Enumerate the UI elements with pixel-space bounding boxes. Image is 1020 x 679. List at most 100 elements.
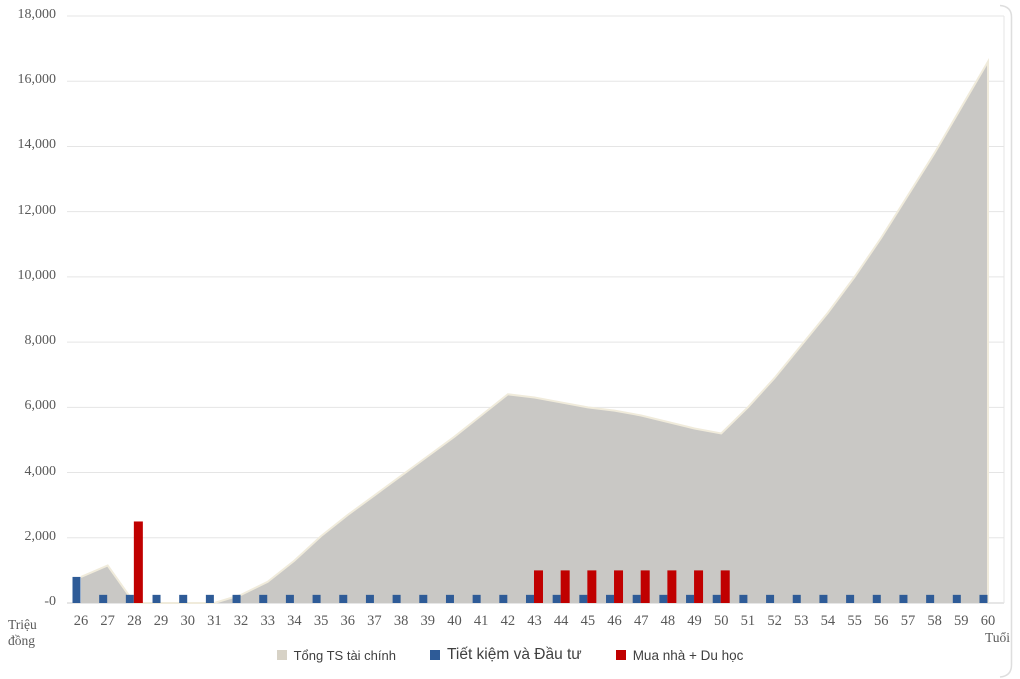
x-axis-tick-label: 44 (553, 613, 569, 629)
purchase-bar[interactable] (587, 570, 597, 603)
savings-bar[interactable] (766, 594, 775, 603)
x-axis-tick-label: 43 (527, 613, 542, 629)
purchase-bar[interactable] (667, 570, 677, 603)
x-axis-tick-label: 60 (980, 613, 996, 629)
purchase-bar[interactable] (694, 570, 704, 603)
y-axis-tick-label: 10,000 (17, 267, 57, 283)
x-axis-tick-label: 51 (740, 613, 756, 629)
y-axis-tick-label: 8,000 (24, 333, 57, 349)
x-axis-tick-label: 49 (687, 613, 702, 629)
legend-item-purchases[interactable]: Mua nhà + Du học (615, 647, 744, 663)
y-axis-tick-label: 18,000 (17, 7, 57, 22)
x-axis-tick-label: 33 (260, 613, 275, 629)
purchase-bar[interactable] (640, 570, 650, 603)
savings-bar[interactable] (312, 594, 321, 603)
x-axis-tick-label: 55 (847, 613, 862, 629)
x-axis-tick-label: 48 (660, 613, 676, 629)
savings-bar[interactable] (686, 594, 695, 603)
x-axis-tick-label: 35 (313, 613, 329, 629)
savings-bar[interactable] (259, 594, 268, 603)
savings-bar[interactable] (499, 594, 508, 603)
savings-bar[interactable] (739, 594, 748, 603)
x-axis-tick-label: 32 (233, 613, 249, 629)
savings-bar[interactable] (606, 594, 615, 603)
purchase-bar[interactable] (533, 570, 543, 603)
y-axis-tick-label: 6,000 (24, 398, 57, 414)
savings-bar[interactable] (392, 594, 401, 603)
x-axis-tick-label: 36 (340, 613, 356, 629)
x-axis-tick-label: 57 (900, 613, 916, 629)
area-series-swatch-icon (276, 650, 287, 660)
savings-bar[interactable] (712, 594, 721, 603)
savings-bar[interactable] (72, 576, 81, 603)
savings-bar[interactable] (419, 594, 428, 603)
x-axis-tick-label: 54 (820, 613, 836, 629)
savings-bar[interactable] (152, 594, 161, 603)
x-axis-tick-label: 59 (954, 613, 969, 629)
savings-bar[interactable] (579, 594, 588, 603)
x-axis-tick-label: 34 (287, 613, 302, 629)
savings-bar[interactable] (205, 594, 214, 603)
savings-bar[interactable] (792, 594, 801, 603)
purchase-bar[interactable] (560, 570, 570, 603)
x-axis-tick-label: 53 (794, 613, 809, 629)
x-axis-tick-label: 37 (367, 613, 382, 629)
x-axis-tick-label: 40 (447, 613, 462, 629)
y-axis-unit-line2: đồng (8, 633, 35, 648)
savings-bar[interactable] (125, 594, 134, 603)
x-axis-tick-label: 26 (73, 613, 89, 629)
y-axis-tick-label: 2,000 (24, 528, 57, 544)
x-axis-tick-label: 46 (607, 613, 622, 629)
x-axis-tick-label: 47 (633, 613, 649, 629)
savings-bar[interactable] (819, 594, 828, 603)
purchase-bar[interactable] (720, 570, 730, 603)
x-axis-tick-label: 38 (393, 613, 409, 629)
legend-item-savings[interactable]: Tiết kiệm và Đầu tư (429, 646, 582, 664)
legend-item-total-assets[interactable]: Tổng TS tài chính (276, 648, 396, 663)
savings-bar[interactable] (872, 594, 881, 603)
purchase-bar[interactable] (614, 570, 624, 603)
savings-bar[interactable] (285, 594, 294, 603)
savings-bar[interactable] (846, 594, 855, 603)
purchase-bar[interactable] (133, 521, 143, 603)
savings-bar[interactable] (339, 594, 348, 603)
x-axis-tick-label: 56 (874, 613, 889, 629)
savings-bar[interactable] (445, 594, 454, 603)
purchases-series-swatch-icon (615, 650, 626, 660)
legend-label-purchases: Mua nhà + Du học (632, 647, 744, 663)
y-axis-tick-label: 16,000 (17, 72, 57, 88)
y-axis-unit-label: Triệu đồng (8, 617, 37, 649)
savings-bar[interactable] (525, 594, 534, 603)
x-axis-tick-label: 42 (500, 613, 516, 629)
x-axis-tick-label: 45 (580, 613, 596, 629)
savings-bar[interactable] (952, 594, 961, 603)
y-axis-tick-label: 14,000 (17, 137, 57, 153)
savings-bar[interactable] (472, 594, 481, 603)
savings-bar[interactable] (232, 594, 241, 603)
y-axis-unit-line1: Triệu (8, 617, 37, 632)
y-axis-tick-label: 4,000 (24, 463, 57, 479)
legend-label-savings: Tiết kiệm và Đầu tư (446, 646, 582, 663)
x-axis-tick-label: 29 (153, 613, 169, 629)
savings-series-swatch-icon (429, 650, 440, 660)
savings-bar[interactable] (365, 594, 374, 603)
chart-legend: Tổng TS tài chính Tiết kiệm và Đầu tư Mu… (0, 646, 1020, 664)
area-series-total-assets[interactable] (81, 61, 988, 603)
savings-bar[interactable] (926, 594, 935, 603)
savings-bar[interactable] (552, 594, 561, 603)
savings-bar[interactable] (899, 594, 908, 603)
y-axis-tick-label: 12,000 (17, 202, 57, 218)
x-axis-tick-label: 50 (713, 613, 729, 629)
savings-bar[interactable] (179, 594, 188, 603)
x-axis-tick-label: 52 (767, 613, 782, 629)
savings-bar[interactable] (979, 594, 988, 603)
x-axis-tick-label: 27 (100, 613, 115, 629)
x-axis-tick-label: 58 (927, 613, 942, 629)
savings-bar[interactable] (659, 594, 668, 603)
y-axis-tick-label: -0 (44, 594, 56, 609)
x-axis-tick-label: 39 (420, 613, 436, 629)
savings-bar[interactable] (99, 594, 108, 603)
savings-bar[interactable] (632, 594, 641, 603)
